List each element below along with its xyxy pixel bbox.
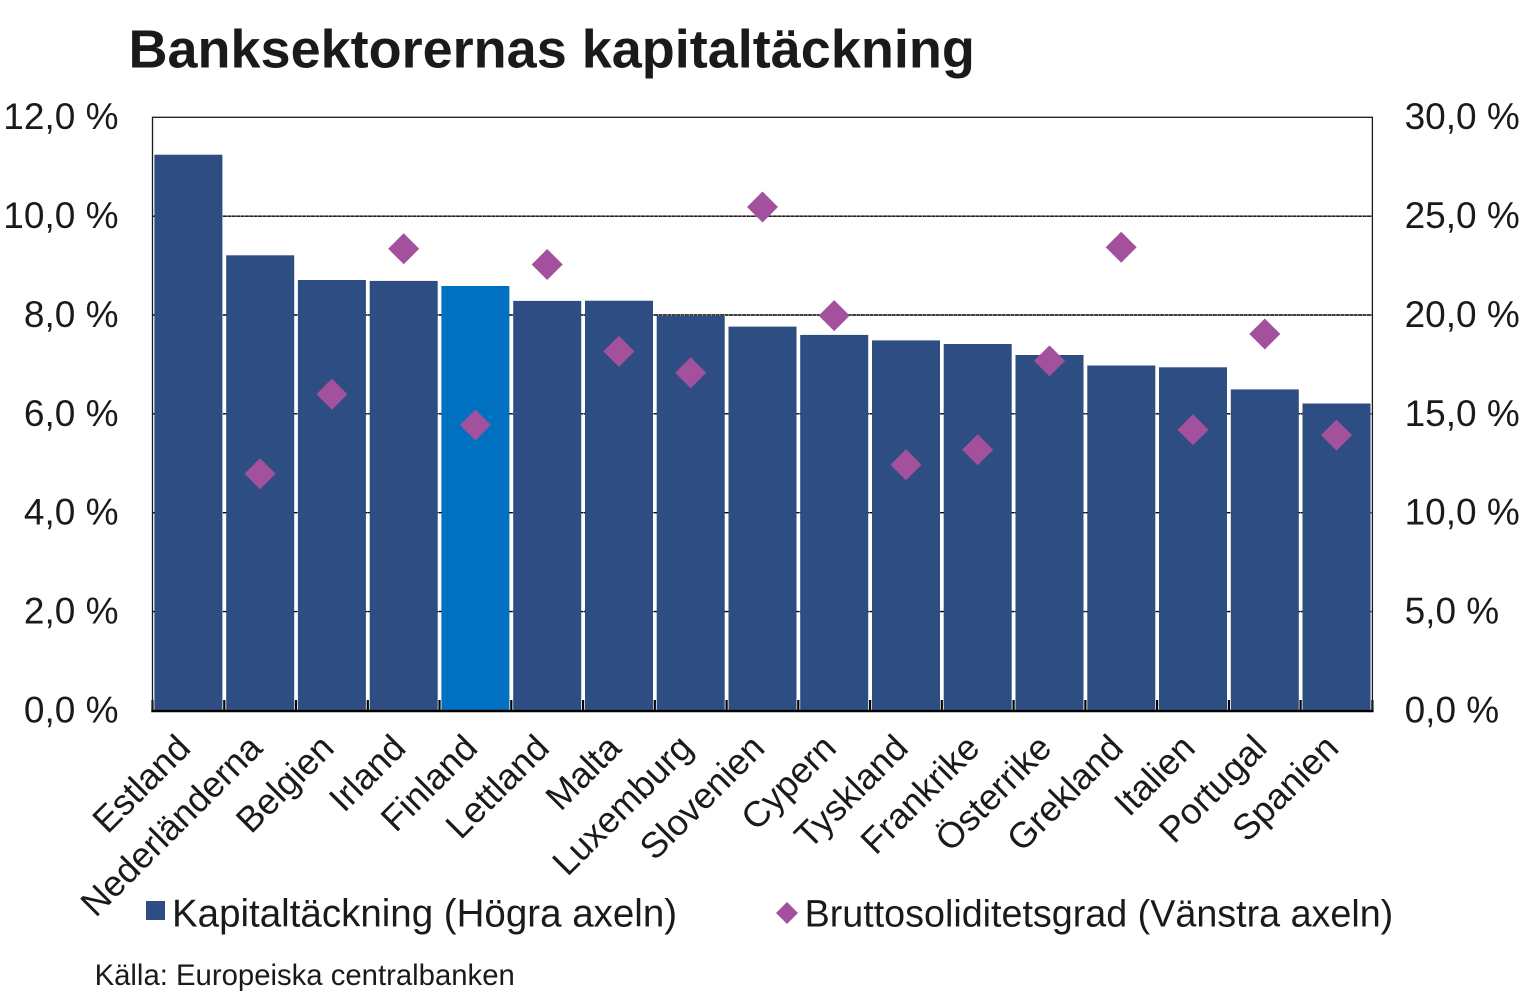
svg-text:0,0 %: 0,0 % xyxy=(1405,689,1500,730)
svg-text:Källa: Europeiska centralbanke: Källa: Europeiska centralbanken xyxy=(95,959,515,992)
svg-text:8,0 %: 8,0 % xyxy=(24,294,119,335)
svg-text:0,0 %: 0,0 % xyxy=(24,689,119,730)
svg-text:5,0 %: 5,0 % xyxy=(1405,591,1500,632)
svg-text:2,0 %: 2,0 % xyxy=(24,591,119,632)
svg-text:15,0 %: 15,0 % xyxy=(1405,393,1520,434)
svg-text:Bruttosoliditetsgrad (Vänstra: Bruttosoliditetsgrad (Vänstra axeln) xyxy=(805,892,1394,934)
svg-text:4,0 %: 4,0 % xyxy=(24,492,119,533)
svg-text:10,0 %: 10,0 % xyxy=(1405,492,1520,533)
svg-text:20,0 %: 20,0 % xyxy=(1405,294,1520,335)
svg-text:30,0 %: 30,0 % xyxy=(1405,96,1520,137)
svg-text:Banksektorernas kapitaltäcknin: Banksektorernas kapitaltäckning xyxy=(129,20,975,80)
svg-text:10,0 %: 10,0 % xyxy=(3,195,118,236)
svg-text:Kapitaltäckning (Högra axeln): Kapitaltäckning (Högra axeln) xyxy=(172,892,677,935)
svg-text:25,0 %: 25,0 % xyxy=(1405,195,1520,236)
svg-text:6,0 %: 6,0 % xyxy=(24,393,119,434)
svg-text:12,0 %: 12,0 % xyxy=(3,96,118,137)
